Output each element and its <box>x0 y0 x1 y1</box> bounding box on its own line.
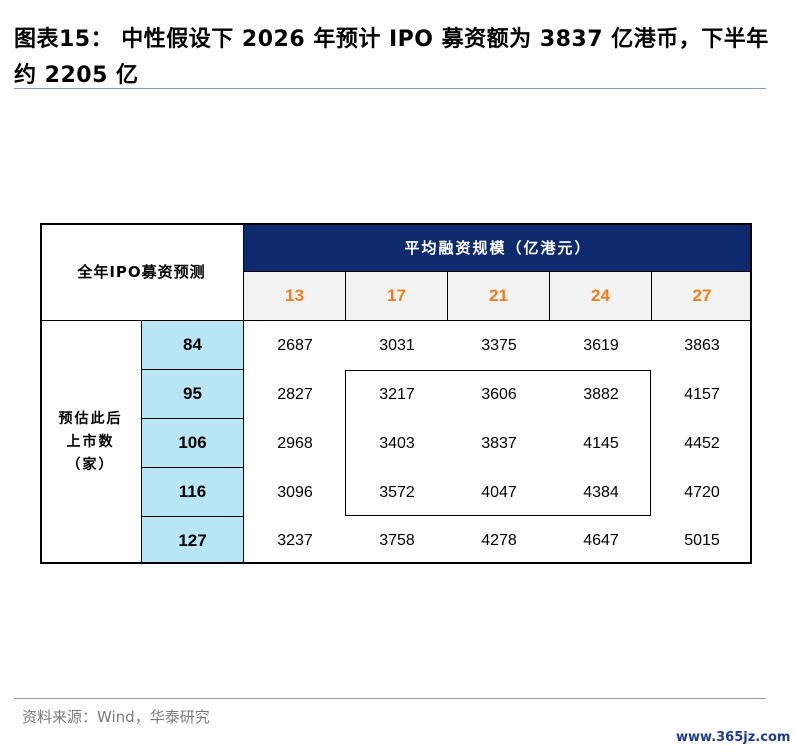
table-cell: 5015 <box>684 531 720 549</box>
row-header: 106 <box>142 419 244 468</box>
table-cell: 3882 <box>583 385 619 403</box>
table-cell: 4278 <box>481 531 517 549</box>
table-cell: 3619 <box>583 336 619 354</box>
table-cell: 2827 <box>277 385 313 403</box>
column-header: 21 <box>448 272 550 321</box>
table-cell: 2968 <box>277 434 313 452</box>
row-header: 95 <box>142 370 244 419</box>
column-header: 17 <box>346 272 448 321</box>
row-header: 84 <box>142 321 244 370</box>
table-band-header: 平均融资规模（亿港元） <box>244 223 752 272</box>
table-cell: 3217 <box>379 385 415 403</box>
table-cell: 4047 <box>481 483 517 501</box>
table-corner-label: 全年IPO募资预测 <box>40 223 244 321</box>
table-cell: 3031 <box>379 336 415 354</box>
column-header: 13 <box>244 272 346 321</box>
footer-divider <box>14 698 766 699</box>
table-cell: 4145 <box>583 434 619 452</box>
site-watermark: www.365jz.com <box>676 730 791 745</box>
row-header: 127 <box>142 517 244 564</box>
table-cell: 4720 <box>684 483 720 501</box>
row-header: 116 <box>142 468 244 517</box>
row-group-label-line: 上市数 <box>66 434 115 450</box>
column-header: 27 <box>652 272 752 321</box>
table-cell: 3863 <box>684 336 720 354</box>
table-cell: 3606 <box>481 385 517 403</box>
table-cell: 3375 <box>481 336 517 354</box>
table-cell: 3096 <box>277 483 313 501</box>
table-cell: 3237 <box>277 531 313 549</box>
table-cell: 3403 <box>379 434 415 452</box>
table-cell: 4157 <box>684 385 720 403</box>
table-cell: 3837 <box>481 434 517 452</box>
source-note: 资料来源：Wind，华泰研究 <box>22 708 210 726</box>
row-group-label-line: （家） <box>66 457 115 473</box>
table-cell: 2687 <box>277 336 313 354</box>
table-cell: 4647 <box>583 531 619 549</box>
column-header: 24 <box>550 272 652 321</box>
table-cell: 3758 <box>379 531 415 549</box>
table-cell: 4452 <box>684 434 720 452</box>
row-group-label-line: 预估此后 <box>58 411 123 427</box>
table-cell: 3572 <box>379 483 415 501</box>
table-cell: 4384 <box>583 483 619 501</box>
row-group-label: 预估此后 上市数 （家） <box>40 321 142 564</box>
figure-title: 图表15： 中性假设下 2026 年预计 IPO 募资额为 3837 亿港币，下… <box>14 27 769 88</box>
title-divider <box>14 88 766 89</box>
neutral-scenario-highlight-box <box>345 370 651 516</box>
